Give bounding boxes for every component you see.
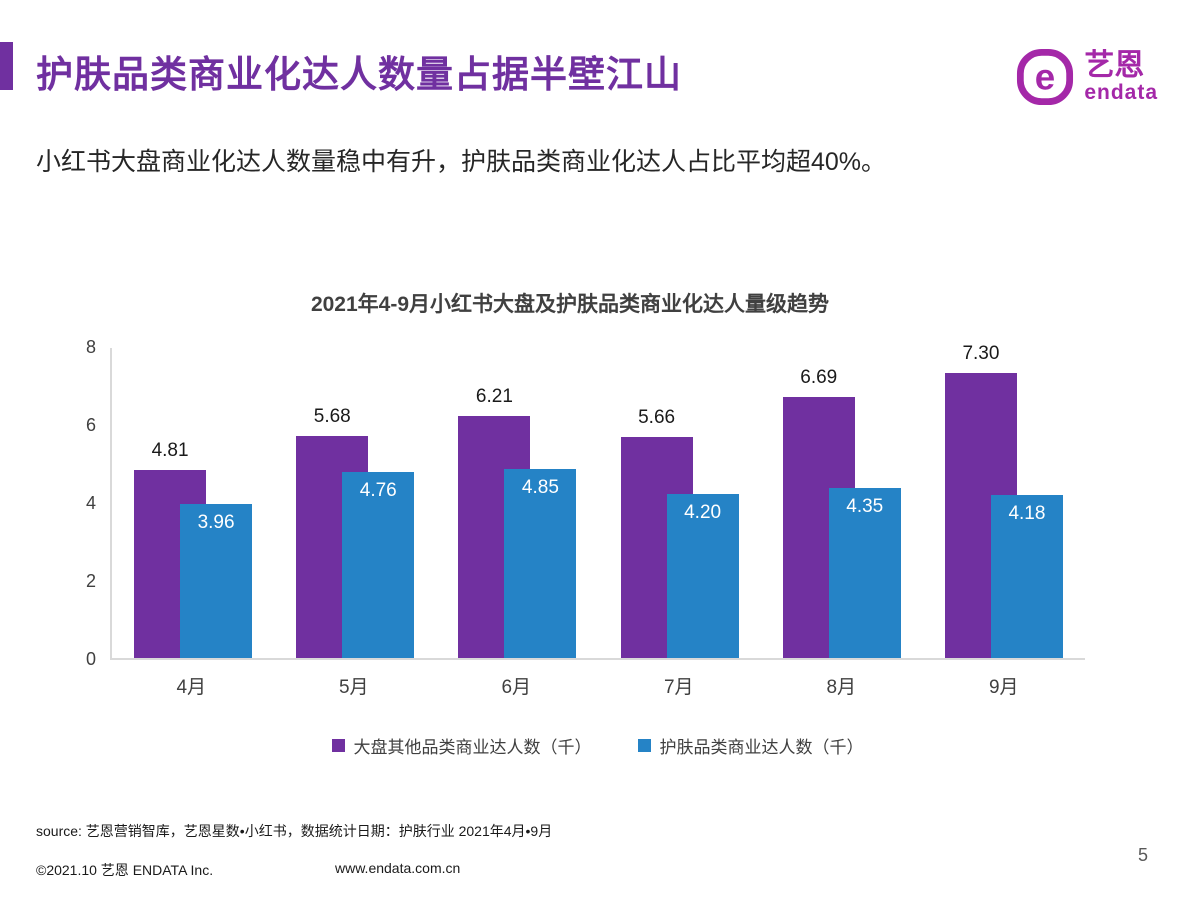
- title-accent-bar: [0, 42, 13, 90]
- bar-group: 5.68 4.76: [274, 348, 436, 658]
- chart: 2021年4-9月小红书大盘及护肤品类商业化达人量级趋势 0 2 4 6 8 4.81 3…: [55, 288, 1085, 758]
- plot-row: 0 2 4 6 8 4.81 3.96 5.68 4.76 6.21 4.85 5.66 4.20 6.…: [55, 337, 1085, 669]
- x-axis-label: 4月: [176, 677, 207, 698]
- bar-value-label: 5.66: [638, 407, 676, 429]
- bar-skincare: 4.35: [828, 488, 901, 658]
- legend-label: 护肤品类商业达人数（千）: [659, 738, 864, 757]
- y-axis-tick: 6: [85, 415, 96, 435]
- bar-value-label: 4.18: [1008, 502, 1046, 524]
- endata-logo-icon: e: [1017, 48, 1074, 106]
- legend-swatch: [637, 739, 651, 752]
- bar-value-label: 6.21: [475, 385, 513, 407]
- legend-swatch: [331, 739, 345, 752]
- bar-value-label: 4.85: [521, 476, 559, 498]
- copyright-text: ©2021.10 艺恩 ENDATA Inc.: [36, 862, 214, 878]
- legend-item: 护肤品类商业达人数（千）: [637, 733, 864, 758]
- x-axis: 4月 5月 6月 7月 8月 9月: [110, 672, 1085, 699]
- page-title: 护肤品类商业化达人数量占据半壁江山: [36, 54, 682, 95]
- bar-group: 6.69 4.35: [761, 348, 923, 658]
- bar-group: 4.81 3.96: [112, 348, 274, 658]
- logo-name-en: endata: [1084, 80, 1158, 104]
- bar-group: 5.66 4.20: [599, 348, 761, 658]
- page-number: 5: [1137, 845, 1148, 865]
- x-axis-label: 8月: [826, 677, 857, 698]
- source-note: source: 艺恩营销智库，艺恩星数•小红书，数据统计日期：护肤行业 2021…: [36, 823, 553, 839]
- logo-name-cn: 艺恩: [1084, 49, 1145, 83]
- endata-logo: e 艺恩 endata: [1016, 48, 1158, 106]
- logo-text: 艺恩 endata: [1084, 50, 1158, 104]
- logo-e-glyph: e: [1035, 57, 1055, 98]
- slide-subtitle: 小红书大盘商业化达人数量稳中有升，护肤品类商业化达人占比平均超40%。: [36, 148, 887, 176]
- y-axis-tick: 4: [85, 493, 96, 513]
- x-axis-label: 9月: [988, 677, 1019, 698]
- bar-value-label: 6.69: [800, 367, 838, 389]
- bar-skincare: 4.20: [666, 494, 739, 658]
- bar-value-label: 4.81: [151, 440, 189, 462]
- bar-skincare: 3.96: [180, 503, 253, 658]
- y-axis-tick: 0: [85, 649, 96, 669]
- x-axis-label: 5月: [338, 677, 369, 698]
- website-text: www.endata.com.cn: [335, 860, 461, 876]
- bar-skincare: 4.18: [990, 494, 1063, 658]
- bar-skincare: 4.76: [342, 472, 415, 658]
- bar-value-label: 4.35: [846, 496, 884, 518]
- bar-group: 7.30 4.18: [923, 343, 1085, 658]
- y-axis: 0 2 4 6 8: [55, 337, 110, 669]
- plot-area: 4.81 3.96 5.68 4.76 6.21 4.85 5.66 4.20 6.69 4.35…: [110, 343, 1085, 660]
- bar-skincare: 4.85: [504, 468, 577, 658]
- x-axis-label: 6月: [501, 677, 532, 698]
- y-axis-tick: 2: [85, 571, 96, 591]
- bar-value-label: 3.96: [197, 511, 235, 533]
- legend-label: 大盘其他品类商业达人数（千）: [353, 738, 592, 757]
- bar-value-label: 5.68: [313, 406, 351, 428]
- bar-value-label: 7.30: [962, 343, 1000, 365]
- bar-value-label: 4.20: [684, 502, 722, 524]
- x-axis-label: 7月: [663, 677, 694, 698]
- chart-title: 2021年4-9月小红书大盘及护肤品类商业化达人量级趋势: [310, 293, 830, 316]
- bar-value-label: 4.76: [359, 480, 397, 502]
- bar-group: 6.21 4.85: [436, 348, 598, 658]
- y-axis-tick: 8: [85, 337, 96, 357]
- chart-legend: 大盘其他品类商业达人数（千） 护肤品类商业达人数（千）: [110, 733, 1085, 758]
- legend-item: 大盘其他品类商业达人数（千）: [331, 733, 592, 758]
